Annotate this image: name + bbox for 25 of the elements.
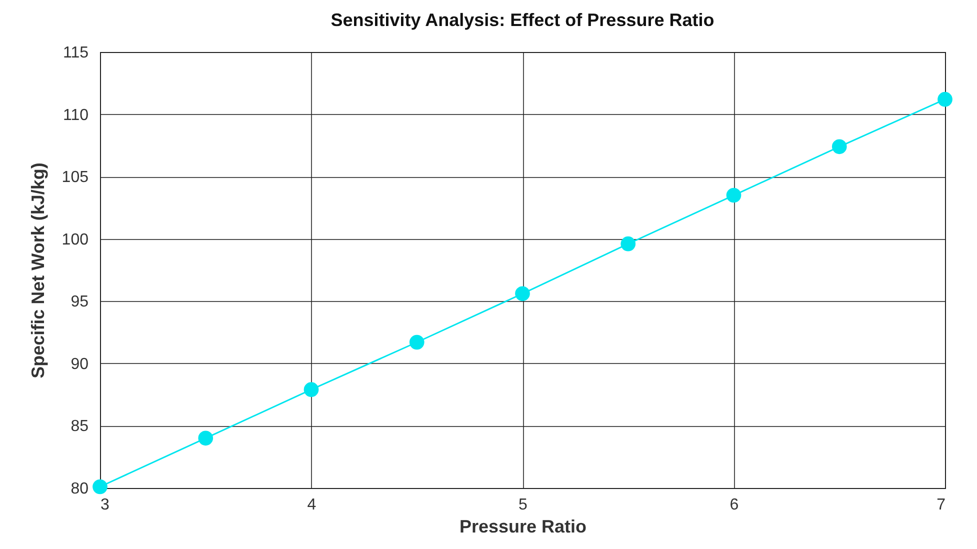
point (198, 430, 214, 446)
y-tick-label: 80 (70, 480, 89, 498)
point (938, 92, 952, 107)
y-tick-label: 115 (62, 44, 89, 62)
x-tick-label: 7 (936, 496, 946, 514)
x-tick-label: 5 (518, 496, 528, 514)
y-tick-label: 110 (62, 106, 89, 124)
y-tick-label: 105 (62, 169, 89, 186)
y-tick-label: 85 (70, 418, 89, 436)
y-axis-title: Specific Net Work (kJ/kg) (28, 162, 48, 378)
chart-title: Sensitivity Analysis: Effect of Pressure Ratio (330, 10, 714, 30)
x-tick-label: 4 (307, 496, 316, 514)
point (620, 236, 636, 252)
x-tick-label: 3 (100, 496, 110, 514)
point (726, 188, 742, 203)
point (304, 382, 319, 397)
y-tick-label: 90 (70, 356, 89, 373)
point (515, 286, 530, 302)
point (92, 479, 108, 494)
point (832, 139, 847, 154)
y-tick-label: 100 (62, 231, 89, 248)
x-tick-label: 6 (730, 496, 739, 514)
x-axis-title: Pressure Ratio (459, 516, 587, 536)
point (409, 334, 424, 350)
y-tick-label: 95 (70, 294, 89, 311)
